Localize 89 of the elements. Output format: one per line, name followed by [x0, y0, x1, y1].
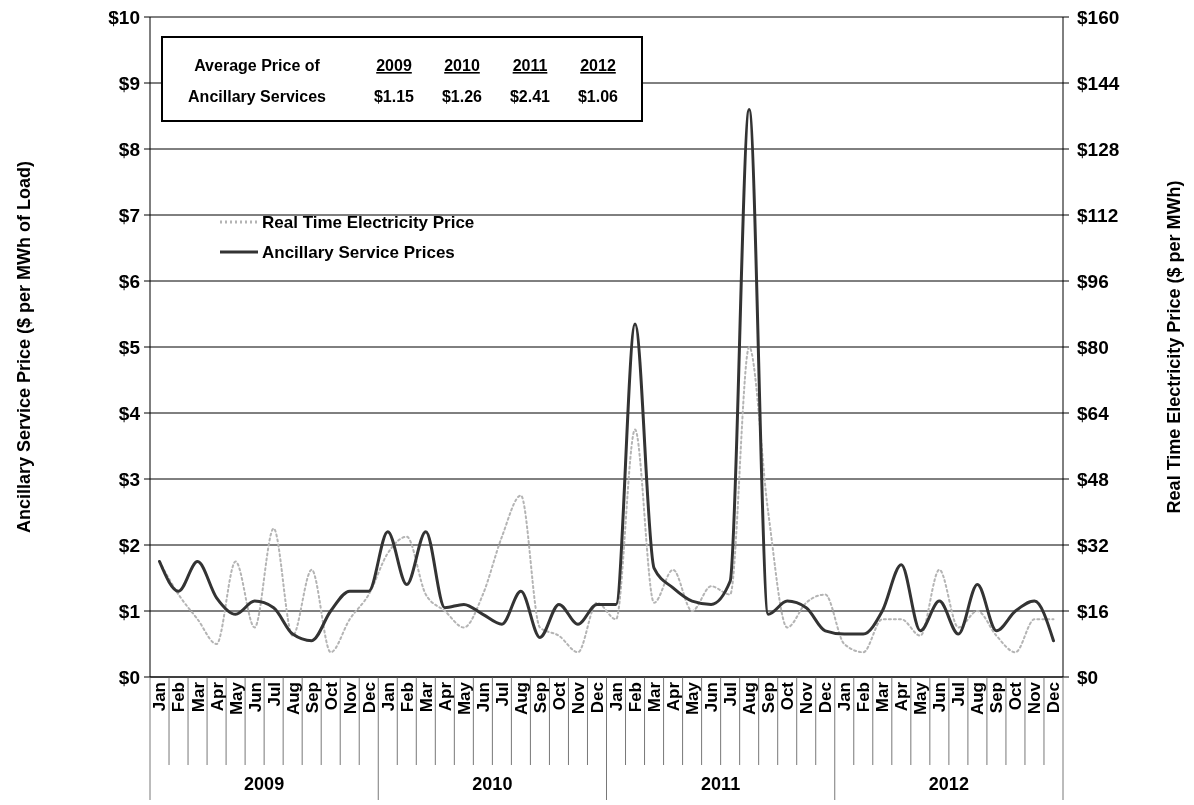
x-tick-label: Sep [759, 682, 779, 714]
x-tick-label: Dec [1044, 682, 1064, 714]
y2-tick-label: $64 [1077, 402, 1110, 424]
x-tick-label: May [911, 681, 931, 716]
y2-tick-label: $112 [1077, 204, 1119, 226]
x-tick-label: Aug [511, 682, 531, 716]
x-tick-label: Jun [930, 682, 950, 713]
annotation: $1.26 [441, 88, 483, 105]
x-tick-label: Dec [359, 682, 379, 714]
legend-label: Ancillary Service Prices [262, 242, 455, 262]
x-tick-label: Dec [816, 682, 836, 714]
y-tick-label: $9 [118, 72, 140, 94]
y-tick-label: $8 [118, 138, 140, 160]
x-tick-label: Oct [1006, 681, 1026, 711]
text: 2012 [928, 774, 969, 794]
annotation: Average Price of [194, 57, 321, 74]
y2-tick-label: $160 [1077, 6, 1120, 28]
x-tick-label: Mar [645, 681, 664, 713]
annotation: $1.06 [577, 88, 619, 105]
x-tick-label: Jun [702, 682, 722, 713]
x-tick-label: Mar [416, 681, 436, 713]
annotation: 2011 [512, 57, 548, 74]
x-tick-label: Mar [873, 681, 893, 713]
x-tick-label: Jan [378, 682, 398, 712]
x-tick-label: Jan [606, 682, 626, 712]
y-tick-label: $5 [118, 336, 141, 358]
y-tick-label: $4 [118, 402, 141, 424]
y-tick-label: $1 [118, 600, 141, 622]
x-tick-label: Sep [530, 682, 550, 714]
x-tick-label: Feb [854, 682, 874, 713]
y2-tick-label: $16 [1077, 600, 1109, 622]
x-tick-label: Mar [188, 681, 208, 713]
annotation: Ancillary Services [188, 88, 327, 105]
x-tick-label: Nov [1025, 681, 1045, 715]
y-tick-label: $6 [118, 270, 140, 292]
y-axis-title: Ancillary Service Price ($ per MWh of Load) [14, 160, 34, 534]
y2-tick-label: $80 [1077, 336, 1109, 358]
x-tick-label: Apr [207, 681, 227, 712]
x-tick-label: Oct [778, 681, 798, 711]
x-tick-label: Oct [549, 681, 569, 711]
x-tick-label: Nov [568, 681, 588, 715]
y2-tick-label: $48 [1077, 468, 1109, 490]
x-tick-label: Jun [245, 682, 265, 713]
x-tick-label: Aug [740, 682, 760, 716]
y-tick-label: $0 [118, 666, 140, 688]
x-tick-label: Apr [664, 681, 684, 712]
x-tick-label: Jan [835, 682, 855, 712]
annotation: 2009 [376, 57, 412, 74]
x-tick-label: May [226, 681, 246, 716]
y2-axis-title: Real Time Electricity Price ($ per MWh) [1164, 180, 1184, 514]
x-tick-label: Sep [987, 682, 1007, 714]
x-tick-label: May [683, 681, 703, 716]
x-tick-label: Jul [264, 682, 284, 707]
x-tick-label: Nov [797, 681, 817, 715]
y2-tick-label: $144 [1077, 72, 1120, 94]
x-tick-label: Apr [892, 681, 912, 712]
y2-tick-label: $32 [1077, 534, 1109, 556]
annotation: $1.15 [373, 88, 415, 105]
line-series [158, 107, 1055, 643]
x-tick-label: Apr [435, 681, 455, 712]
text: 2011 [701, 774, 741, 794]
annotation: 2010 [444, 57, 480, 74]
x-tick-label: May [454, 681, 474, 716]
x-tick-label: Aug [968, 682, 988, 716]
x-tick-label: Jun [473, 682, 493, 713]
x-tick-label: Feb [169, 682, 189, 713]
x-tick-label: Feb [625, 682, 645, 713]
y-tick-label: $7 [118, 204, 140, 226]
y-tick-label: $2 [118, 534, 140, 556]
annotation: 2012 [580, 57, 616, 74]
x-tick-label: Oct [321, 681, 341, 711]
y2-tick-label: $128 [1077, 138, 1120, 160]
y2-tick-label: $96 [1077, 270, 1109, 292]
x-tick-label: Sep [302, 682, 322, 714]
x-tick-label: Jan [150, 682, 170, 712]
x-tick-label: Feb [397, 682, 417, 713]
x-tick-label: Aug [283, 682, 303, 716]
legend-label: Real Time Electricity Price [262, 212, 475, 232]
text: 2009 [244, 774, 285, 794]
y2-tick-label: $0 [1077, 666, 1099, 688]
x-tick-label: Jul [949, 682, 969, 707]
x-tick-label: Jul [721, 682, 741, 707]
y-tick-label: $3 [118, 468, 140, 490]
annotation: $2.41 [509, 88, 551, 105]
x-tick-label: Jul [492, 682, 512, 707]
x-tick-label: Nov [340, 681, 360, 715]
y-tick-label: $10 [108, 6, 140, 28]
text: 2010 [472, 774, 513, 794]
x-tick-label: Dec [587, 682, 607, 714]
